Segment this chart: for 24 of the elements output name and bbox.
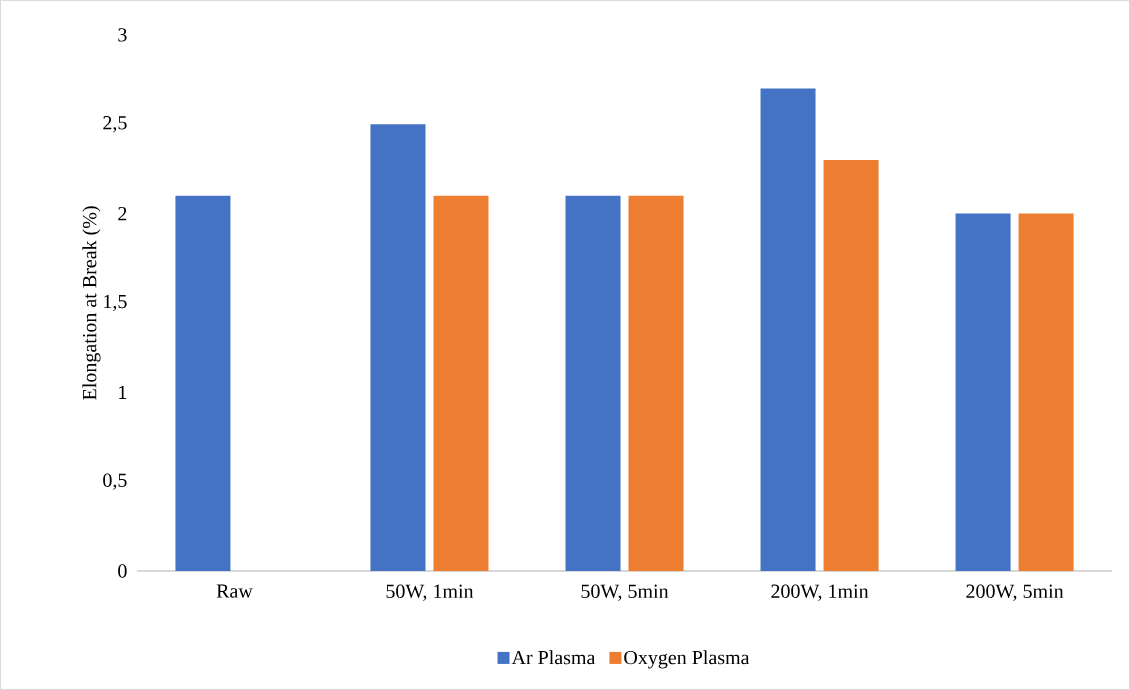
x-tick-label: 200W, 5min xyxy=(966,584,1064,601)
y-tick-label: 2 xyxy=(118,207,127,221)
bar xyxy=(823,160,879,572)
y-tick-label: 1 xyxy=(119,385,127,399)
bar xyxy=(760,88,816,572)
y-tick-label: 2,5 xyxy=(103,116,127,133)
y-tick-label: 0,5 xyxy=(103,473,127,490)
x-tick-label: 50W, 1min xyxy=(386,584,474,601)
y-axis-title: Elongation at Break (%) xyxy=(82,206,101,400)
legend-label: Ar Plasma xyxy=(511,650,596,665)
bar xyxy=(433,195,489,572)
x-tick-label: 200W, 1min xyxy=(771,584,869,601)
x-tick-label: 50W, 5min xyxy=(581,584,669,601)
bar xyxy=(565,195,621,572)
bar xyxy=(175,195,231,572)
bar xyxy=(370,124,426,572)
x-tick-label: Raw xyxy=(216,584,253,598)
bar xyxy=(628,195,684,572)
legend-label: Oxygen Plasma xyxy=(624,650,750,669)
bar xyxy=(1018,213,1074,572)
y-tick-label: 0 xyxy=(118,564,127,578)
bar xyxy=(955,213,1011,572)
y-tick-label: 3 xyxy=(118,28,127,42)
y-tick-label: 1,5 xyxy=(104,294,127,312)
